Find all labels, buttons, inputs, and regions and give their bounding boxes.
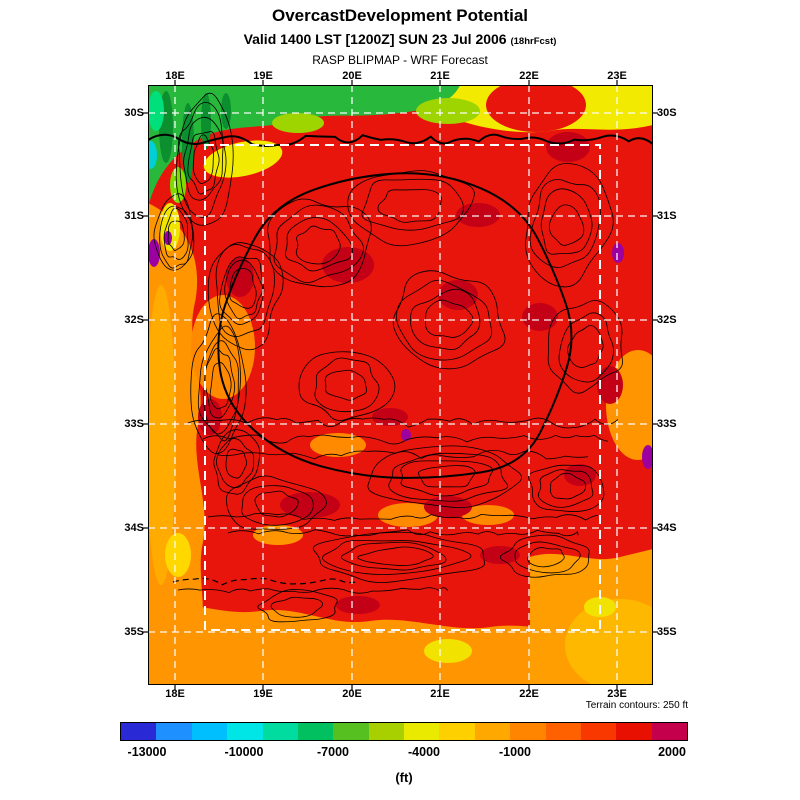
terrain-note: Terrain contours: 250 ft xyxy=(585,700,688,711)
lon-label-bottom: 20E xyxy=(342,688,362,700)
model-line: RASP BLIPMAP - WRF Forecast xyxy=(312,53,488,67)
colorbar-segment xyxy=(616,723,652,740)
colorbar-segment xyxy=(368,723,404,740)
colorbar-segment xyxy=(545,723,581,740)
colorbar-tick: -1000 xyxy=(499,745,531,759)
colorbar-segment xyxy=(297,723,334,740)
latlon-grid xyxy=(148,85,653,685)
lon-label-top: 20E xyxy=(342,70,362,82)
lat-label-right: 32S xyxy=(657,314,677,326)
lon-label-top: 21E xyxy=(430,70,450,82)
colorbar xyxy=(120,722,688,741)
colorbar-segment xyxy=(510,723,546,740)
lon-label-top: 19E xyxy=(253,70,273,82)
colorbar-tick: -7000 xyxy=(317,745,349,759)
lon-label-top: 23E xyxy=(607,70,627,82)
lon-label-bottom: 22E xyxy=(519,688,539,700)
valid-time-line: Valid 1400 LST [1200Z] SUN 23 Jul 2006 (… xyxy=(0,31,800,47)
lat-label-right: 35S xyxy=(657,626,677,638)
lon-label-bottom: 23E xyxy=(607,688,627,700)
lat-label-right: 33S xyxy=(657,418,677,430)
lat-label-right: 31S xyxy=(657,210,677,222)
colorbar-tick: -4000 xyxy=(408,745,440,759)
lon-label-bottom: 21E xyxy=(430,688,450,700)
colorbar-tick: 2000 xyxy=(658,745,686,759)
colorbar-unit: (ft) xyxy=(395,770,413,785)
colorbar-segment xyxy=(191,723,228,740)
lat-label-left: 35S xyxy=(124,626,144,638)
filled-contours xyxy=(148,85,653,685)
colorbar-segment xyxy=(404,723,440,740)
terrain-contours xyxy=(148,92,653,623)
colorbar-segment xyxy=(227,723,263,740)
lat-label-left: 30S xyxy=(124,107,144,119)
colorbar-segment xyxy=(474,723,511,740)
axis-ticks xyxy=(143,80,658,690)
lat-label-left: 33S xyxy=(124,418,144,430)
map-frame xyxy=(143,80,658,690)
page-title: OvercastDevelopment Potential xyxy=(271,6,529,25)
lat-label-right: 30S xyxy=(657,107,677,119)
lon-label-bottom: 19E xyxy=(253,688,273,700)
colorbar-segment xyxy=(333,723,369,740)
colorbar-segment xyxy=(156,723,192,740)
colorbar-tick: -13000 xyxy=(127,745,167,759)
valid-time-text: Valid 1400 LST [1200Z] SUN 23 Jul 2006 xyxy=(243,31,507,47)
colorbar-segment xyxy=(262,723,298,740)
forecast-map xyxy=(143,80,658,690)
lat-label-right: 34S xyxy=(657,522,677,534)
lat-label-left: 32S xyxy=(124,314,144,326)
lat-label-left: 34S xyxy=(124,522,144,534)
lat-label-left: 31S xyxy=(124,210,144,222)
forecast-map-svg xyxy=(143,80,658,690)
colorbar-segment xyxy=(121,723,157,740)
lon-label-top: 22E xyxy=(519,70,539,82)
colorbar-segment xyxy=(439,723,475,740)
lon-label-top: 18E xyxy=(165,70,185,82)
colorbar-tick: -10000 xyxy=(224,745,264,759)
lon-label-bottom: 18E xyxy=(165,688,185,700)
domain-boundary xyxy=(204,144,601,631)
forecast-offset: (18hrFcst) xyxy=(510,36,557,47)
colorbar-segment xyxy=(651,723,687,740)
colorbar-segment xyxy=(580,723,617,740)
